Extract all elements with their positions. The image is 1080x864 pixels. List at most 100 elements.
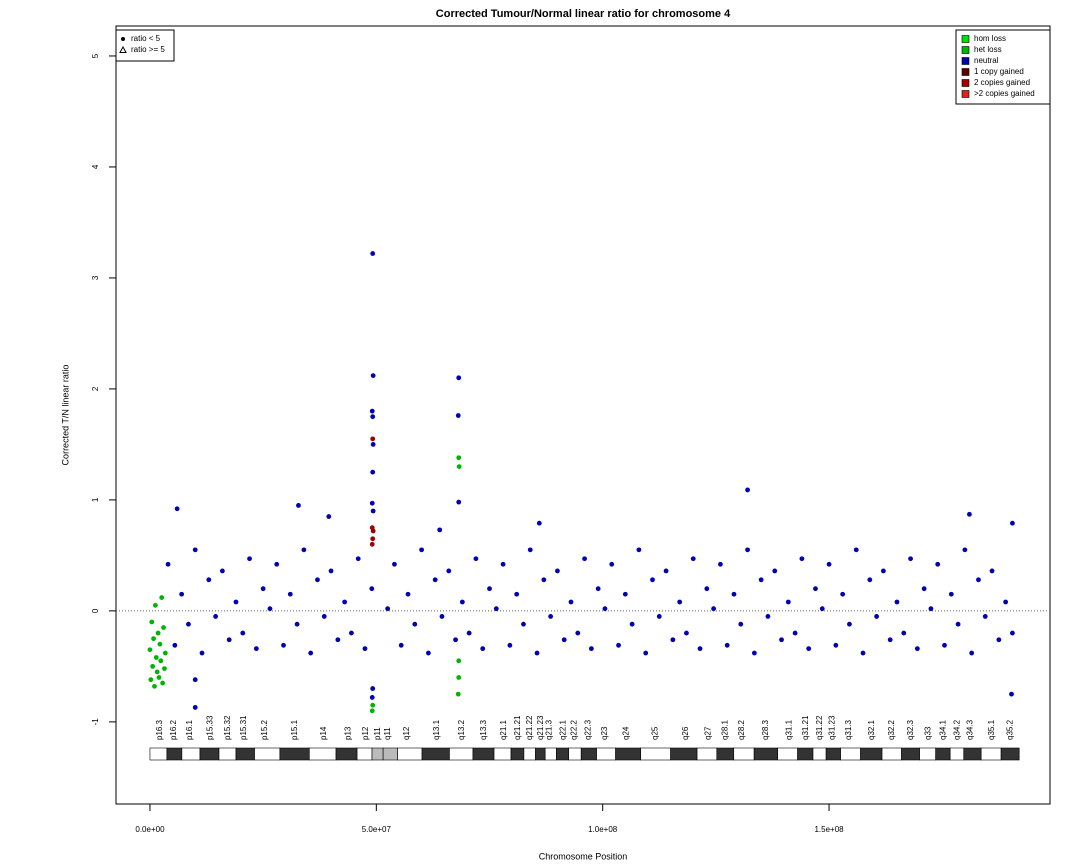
band-label: q28.2: [737, 719, 746, 740]
legend-label: >2 copies gained: [974, 89, 1035, 98]
band-label: p14: [319, 726, 328, 740]
ideogram-band: [449, 747, 474, 761]
chart-title: Corrected Tumour/Normal linear ratio for…: [436, 8, 731, 20]
ideogram-band: [777, 747, 798, 761]
data-point: [308, 650, 314, 656]
band-label: q11: [383, 727, 392, 740]
band-label: q27: [703, 726, 712, 740]
shape-legend-label: ratio < 5: [131, 34, 161, 43]
data-point: [582, 556, 587, 562]
ideogram-band: [555, 747, 570, 761]
data-point: [349, 630, 354, 636]
legend-swatch: [961, 35, 970, 43]
data-point: [370, 414, 376, 420]
data-point: [962, 547, 968, 553]
data-point: [536, 520, 542, 526]
data-point: [455, 413, 461, 418]
data-point: [819, 606, 825, 612]
ideogram-band: [397, 747, 423, 761]
legend-swatch: [961, 46, 970, 54]
data-point: [161, 625, 166, 630]
data-point: [548, 614, 554, 619]
data-point: [921, 586, 927, 592]
band-label: q13.3: [479, 719, 488, 740]
ideogram-band: [199, 747, 220, 761]
data-point: [521, 621, 526, 627]
data-point: [1009, 691, 1014, 697]
data-point: [287, 591, 293, 597]
band-label: p15.33: [205, 715, 214, 740]
band-label: q21.1: [499, 719, 508, 740]
data-point: [656, 614, 662, 619]
data-point: [437, 527, 443, 533]
data-point: [880, 568, 886, 574]
data-point: [663, 568, 669, 574]
ideogram-band: [596, 747, 616, 761]
data-point: [779, 637, 784, 643]
ideogram-band: [840, 747, 861, 761]
data-point: [179, 591, 185, 597]
data-point: [370, 528, 376, 534]
data-point: [955, 621, 961, 627]
data-point: [887, 637, 893, 643]
data-point: [247, 556, 252, 562]
band-label: q22.3: [583, 719, 592, 740]
ideogram-band: [935, 747, 951, 761]
band-label: q32.2: [887, 719, 896, 740]
band-label: q21.22: [525, 715, 534, 740]
legend-swatch: [961, 57, 970, 65]
legend-box: [955, 29, 1051, 105]
data-point: [412, 621, 418, 627]
ideogram-band: [753, 747, 778, 761]
data-point: [745, 547, 750, 553]
data-point: [555, 568, 560, 574]
ideogram-band: [825, 747, 841, 761]
x-tick-label: 0.0e+00: [135, 825, 165, 834]
y-tick-label: 4: [91, 164, 100, 169]
ideogram-band: [421, 747, 450, 761]
data-point: [473, 556, 479, 562]
data-point: [274, 561, 280, 567]
data-point: [935, 561, 941, 567]
ideogram-band: [812, 747, 827, 761]
data-point: [321, 614, 327, 619]
data-point: [165, 561, 171, 567]
band-label: q25: [650, 726, 659, 740]
data-point: [162, 650, 168, 656]
data-point: [425, 650, 431, 656]
data-point: [369, 586, 375, 592]
band-label: q31.21: [801, 715, 810, 740]
data-point: [989, 568, 995, 574]
data-point: [704, 586, 710, 592]
data-point: [724, 642, 730, 648]
ideogram-band: [279, 747, 310, 761]
ideogram-band: [149, 747, 168, 761]
ideogram-band: [166, 747, 183, 761]
data-point: [813, 586, 818, 592]
data-point: [636, 547, 642, 553]
data-point: [792, 630, 798, 636]
data-point: [609, 561, 615, 567]
data-point: [157, 641, 163, 647]
legend-label: 2 copies gained: [974, 78, 1030, 87]
data-point: [541, 577, 547, 583]
data-point: [561, 637, 567, 643]
data-point: [192, 677, 198, 683]
data-point: [711, 606, 717, 612]
ideogram-band: [919, 747, 936, 761]
ideogram-band: [371, 747, 384, 761]
band-label: q31.1: [784, 719, 793, 740]
data-point: [369, 708, 375, 714]
band-label: p16.3: [155, 719, 164, 740]
data-point: [453, 637, 458, 643]
data-point: [928, 606, 934, 612]
ideogram-band: [696, 747, 718, 761]
data-point: [148, 677, 154, 683]
data-point: [398, 642, 404, 648]
data-point: [315, 577, 320, 583]
y-axis-label: Corrected T/N linear ratio: [60, 365, 70, 466]
band-label: q31.23: [827, 715, 836, 740]
shape-legend-box: [115, 29, 175, 62]
data-point: [226, 637, 232, 643]
